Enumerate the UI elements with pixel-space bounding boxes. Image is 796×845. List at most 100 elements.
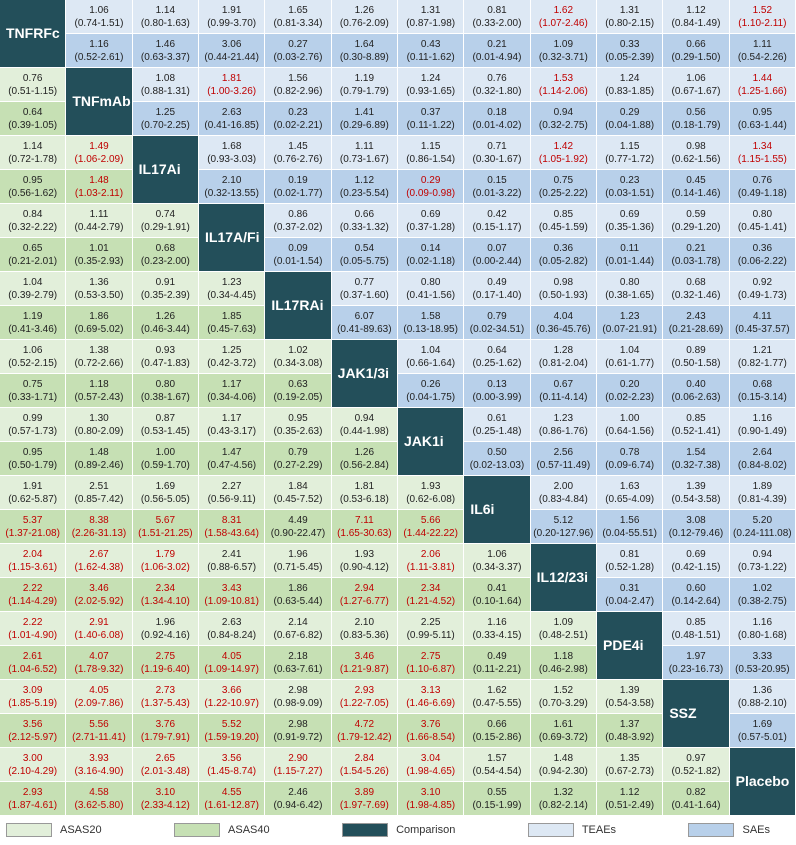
asas40-cell: 2.34 (1.21-4.52) — [398, 578, 464, 611]
asas40-cell: 0.79 (0.27-2.29) — [265, 442, 331, 475]
asas40-cell: 2.61 (1.04-6.52) — [0, 646, 66, 679]
legend-item: SAEs — [688, 823, 770, 837]
treatment-label: JAK1/3i — [331, 340, 397, 407]
sae-cell: 0.78 (0.09-6.74) — [597, 442, 663, 475]
teae-cell: 1.63 (0.65-4.09) — [597, 476, 663, 509]
legend-item: Comparison — [342, 823, 455, 837]
asas20-cell: 2.10 (0.83-5.36) — [331, 612, 397, 645]
legend-label: ASAS40 — [228, 824, 270, 836]
asas40-cell: 1.12 (0.51-2.49) — [597, 782, 663, 815]
asas20-cell: 2.84 (1.54-5.26) — [331, 748, 397, 781]
asas40-cell: 1.48 (1.03-2.11) — [66, 170, 132, 203]
asas20-cell: 1.23 (0.34-4.45) — [199, 272, 265, 305]
treatment-label: IL17A/Fi — [199, 204, 265, 271]
treatment-label: JAK1i — [398, 408, 464, 475]
teae-cell: 0.80 (0.45-1.41) — [729, 204, 795, 237]
teae-cell: 0.49 (0.17-1.40) — [464, 272, 530, 305]
sae-cell: 0.33 (0.05-2.39) — [597, 34, 663, 67]
sae-cell: 0.21 (0.01-4.94) — [464, 34, 530, 67]
asas20-cell: 0.94 (0.44-1.98) — [331, 408, 397, 441]
teae-cell: 0.76 (0.32-1.80) — [464, 68, 530, 101]
asas20-cell: 3.66 (1.22-10.97) — [199, 680, 265, 713]
asas40-cell: 1.32 (0.82-2.14) — [530, 782, 596, 815]
sae-cell: 1.64 (0.30-8.89) — [331, 34, 397, 67]
asas40-cell: 0.75 (0.33-1.71) — [0, 374, 66, 407]
treatment-label: IL6i — [464, 476, 530, 543]
asas40-cell: 5.67 (1.51-21.25) — [132, 510, 198, 543]
sae-cell: 1.25 (0.70-2.25) — [132, 102, 198, 135]
teae-cell: 0.98 (0.50-1.93) — [530, 272, 596, 305]
legend-label: TEAEs — [581, 824, 617, 836]
asas40-cell: 1.18 (0.46-2.98) — [530, 646, 596, 679]
legend: ASAS20 ASAS40 Comparison TEAEs SAEs — [0, 815, 796, 837]
asas40-cell: 0.80 (0.38-1.67) — [132, 374, 198, 407]
sae-cell: 0.67 (0.11-4.14) — [530, 374, 596, 407]
legend-item: TEAEs — [527, 823, 617, 837]
asas20-cell: 2.65 (2.01-3.48) — [132, 748, 198, 781]
asas20-cell: 1.79 (1.06-3.02) — [132, 544, 198, 577]
teae-cell: 1.91 (0.99-3.70) — [199, 0, 265, 33]
asas40-cell: 5.52 (1.59-19.20) — [199, 714, 265, 747]
asas40-cell: 2.93 (1.87-4.61) — [0, 782, 66, 815]
teae-cell: 1.65 (0.81-3.34) — [265, 0, 331, 33]
teae-cell: 1.12 (0.84-1.49) — [663, 0, 729, 33]
asas40-cell: 5.37 (1.37-21.08) — [0, 510, 66, 543]
teae-cell: 0.85 (0.45-1.59) — [530, 204, 596, 237]
asas20-cell: 1.81 (0.53-6.18) — [331, 476, 397, 509]
asas40-cell: 2.18 (0.63-7.61) — [265, 646, 331, 679]
asas20-cell: 0.76 (0.51-1.15) — [0, 68, 66, 101]
asas20-cell: 2.14 (0.67-6.82) — [265, 612, 331, 645]
treatment-label: SSZ — [663, 680, 729, 747]
asas40-cell: 3.46 (1.21-9.87) — [331, 646, 397, 679]
teae-cell: 0.69 (0.42-1.15) — [663, 544, 729, 577]
teae-cell: 0.85 (0.52-1.41) — [663, 408, 729, 441]
sae-cell: 1.09 (0.32-3.71) — [530, 34, 596, 67]
teae-cell: 1.21 (0.82-1.77) — [729, 340, 795, 373]
asas40-cell: 1.48 (0.89-2.46) — [66, 442, 132, 475]
teae-cell: 0.69 (0.37-1.28) — [398, 204, 464, 237]
asas40-cell: 0.95 (0.56-1.62) — [0, 170, 66, 203]
sae-cell: 0.36 (0.05-2.82) — [530, 238, 596, 271]
teae-cell: 1.26 (0.76-2.09) — [331, 0, 397, 33]
asas40-cell: 2.22 (1.14-4.29) — [0, 578, 66, 611]
sae-cell: 0.27 (0.03-2.76) — [265, 34, 331, 67]
asas20-cell: 1.49 (1.06-2.09) — [66, 136, 132, 169]
asas40-cell: 1.47 (0.47-4.56) — [199, 442, 265, 475]
sae-cell: 1.46 (0.63-3.37) — [132, 34, 198, 67]
asas20-cell: 1.17 (0.43-3.17) — [199, 408, 265, 441]
legend-label: Comparison — [396, 824, 456, 836]
legend-label: ASAS20 — [60, 824, 102, 836]
sae-cell: 0.31 (0.04-2.47) — [597, 578, 663, 611]
teae-cell: 1.34 (1.15-1.55) — [729, 136, 795, 169]
asas40-cell: 2.75 (1.19-6.40) — [132, 646, 198, 679]
sae-cell: 0.75 (0.25-2.22) — [530, 170, 596, 203]
asas40-cell: 8.38 (2.26-31.13) — [66, 510, 132, 543]
sae-cell: 4.04 (0.36-45.76) — [530, 306, 596, 339]
asas40-cell: 3.46 (2.02-5.92) — [66, 578, 132, 611]
treatment-label: IL17RAi — [265, 272, 331, 339]
teae-cell: 0.64 (0.25-1.62) — [464, 340, 530, 373]
sae-cell: 1.16 (0.52-2.61) — [66, 34, 132, 67]
teae-cell: 0.69 (0.35-1.36) — [597, 204, 663, 237]
teae-cell: 0.59 (0.29-1.20) — [663, 204, 729, 237]
asas20-cell: 1.39 (0.54-3.58) — [597, 680, 663, 713]
asas40-cell: 0.63 (0.19-2.05) — [265, 374, 331, 407]
asas20-cell: 1.02 (0.34-3.08) — [265, 340, 331, 373]
asas40-cell: 2.34 (1.34-4.10) — [132, 578, 198, 611]
asas40-cell: 8.31 (1.58-43.64) — [199, 510, 265, 543]
teae-cell: 0.85 (0.48-1.51) — [663, 612, 729, 645]
asas40-cell: 5.66 (1.44-22.22) — [398, 510, 464, 543]
legend-label: SAEs — [742, 824, 770, 836]
sae-cell: 0.18 (0.01-4.02) — [464, 102, 530, 135]
sae-cell: 4.11 (0.45-37.57) — [729, 306, 795, 339]
asas20-cell: 3.13 (1.46-6.69) — [398, 680, 464, 713]
asas20-cell: 0.93 (0.47-1.83) — [132, 340, 198, 373]
teae-cell: 1.62 (1.07-2.46) — [530, 0, 596, 33]
asas40-cell: 4.55 (1.61-12.87) — [199, 782, 265, 815]
asas20-cell: 1.52 (0.70-3.29) — [530, 680, 596, 713]
sae-cell: 2.64 (0.84-8.02) — [729, 442, 795, 475]
sae-cell: 0.15 (0.01-3.22) — [464, 170, 530, 203]
asas40-cell: 1.17 (0.34-4.06) — [199, 374, 265, 407]
asas20-cell: 1.35 (0.67-2.73) — [597, 748, 663, 781]
